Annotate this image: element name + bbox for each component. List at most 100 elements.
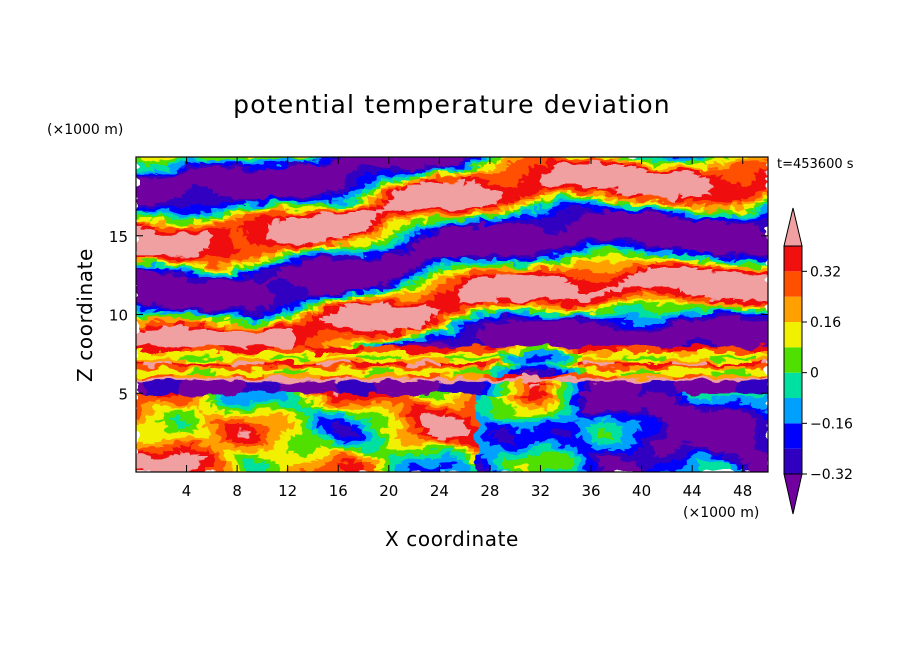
contour-cell xyxy=(224,443,232,448)
contour-cell xyxy=(249,188,257,193)
contour-cell xyxy=(395,333,403,338)
contour-cell xyxy=(376,418,384,423)
contour-cell xyxy=(224,349,232,353)
contour-cell xyxy=(136,355,144,360)
contour-cell xyxy=(173,201,181,205)
contour-cell xyxy=(306,175,314,180)
contour-cell xyxy=(167,317,175,322)
contour-cell xyxy=(205,374,213,379)
contour-cell xyxy=(199,320,207,325)
contour-cell xyxy=(173,286,181,290)
contour-cell xyxy=(136,301,144,306)
contour-cell xyxy=(180,327,188,331)
contour-cell xyxy=(180,390,188,394)
contour-cell xyxy=(173,468,181,472)
contour-cell xyxy=(262,298,270,303)
contour-cell xyxy=(167,415,175,420)
contour-cell xyxy=(350,446,358,451)
contour-cell xyxy=(262,368,270,372)
contour-cell xyxy=(275,468,283,472)
contour-cell xyxy=(319,396,327,401)
contour-cell xyxy=(262,276,270,281)
contour-cell xyxy=(312,289,320,294)
contour-cell xyxy=(344,213,352,218)
contour-cell xyxy=(275,213,283,218)
contour-cell xyxy=(407,409,415,413)
contour-cell xyxy=(382,386,390,391)
contour-cell xyxy=(388,254,396,259)
contour-cell xyxy=(325,405,333,410)
contour-cell xyxy=(325,210,333,215)
contour-cell xyxy=(218,427,226,432)
contour-cell xyxy=(344,295,352,300)
contour-cell xyxy=(401,175,409,180)
contour-cell xyxy=(426,412,434,416)
contour-cell xyxy=(275,393,283,398)
contour-cell xyxy=(199,301,207,306)
contour-cell xyxy=(230,175,238,180)
contour-cell xyxy=(142,172,150,177)
contour-cell xyxy=(268,383,276,388)
contour-cell xyxy=(281,431,289,435)
contour-cell xyxy=(331,223,339,227)
contour-cell xyxy=(230,399,238,404)
contour-cell xyxy=(180,393,188,398)
contour-cell xyxy=(426,248,434,253)
contour-cell xyxy=(414,311,422,316)
contour-cell xyxy=(344,405,352,410)
contour-cell xyxy=(407,346,415,350)
contour-cell xyxy=(395,449,403,454)
contour-cell xyxy=(287,355,295,360)
contour-cell xyxy=(180,453,188,457)
contour-cell xyxy=(376,166,384,171)
contour-cell xyxy=(275,462,283,467)
contour-cell xyxy=(331,185,339,190)
contour-cell xyxy=(388,449,396,454)
contour-cell xyxy=(249,421,257,426)
contour-cell xyxy=(173,191,181,196)
contour-cell xyxy=(294,264,302,268)
contour-cell xyxy=(199,172,207,177)
contour-cell xyxy=(256,191,264,196)
contour-cell xyxy=(180,197,188,202)
contour-cell xyxy=(319,317,327,322)
contour-cell xyxy=(382,465,390,470)
contour-cell xyxy=(161,443,169,448)
contour-cell xyxy=(300,260,308,265)
contour-cell xyxy=(363,374,371,379)
contour-cell xyxy=(243,364,251,369)
contour-cell xyxy=(300,311,308,316)
contour-cell xyxy=(249,279,257,284)
contour-cell xyxy=(300,223,308,227)
contour-cell xyxy=(281,289,289,294)
contour-cell xyxy=(319,251,327,256)
contour-cell xyxy=(199,377,207,382)
contour-cell xyxy=(433,468,441,472)
contour-cell xyxy=(230,327,238,331)
contour-cell xyxy=(218,191,226,196)
contour-cell xyxy=(325,242,333,246)
contour-cell xyxy=(218,238,226,243)
contour-cell xyxy=(256,276,264,281)
contour-cell xyxy=(192,257,200,262)
contour-cell xyxy=(218,229,226,234)
contour-cell xyxy=(218,327,226,331)
contour-cell xyxy=(275,374,283,379)
contour-cell xyxy=(173,289,181,294)
contour-cell xyxy=(287,368,295,372)
contour-cell xyxy=(192,254,200,259)
contour-cell xyxy=(426,157,434,161)
contour-cell xyxy=(388,364,396,369)
contour-cell xyxy=(395,251,403,256)
contour-cell xyxy=(312,160,320,164)
contour-cell xyxy=(325,213,333,218)
contour-cell xyxy=(161,434,169,439)
contour-cell xyxy=(161,311,169,316)
contour-cell xyxy=(407,421,415,426)
contour-cell xyxy=(319,286,327,290)
contour-cell xyxy=(154,462,162,467)
contour-cell xyxy=(433,194,441,199)
contour-cell xyxy=(319,264,327,268)
contour-cell xyxy=(256,260,264,265)
contour-cell xyxy=(420,169,428,174)
